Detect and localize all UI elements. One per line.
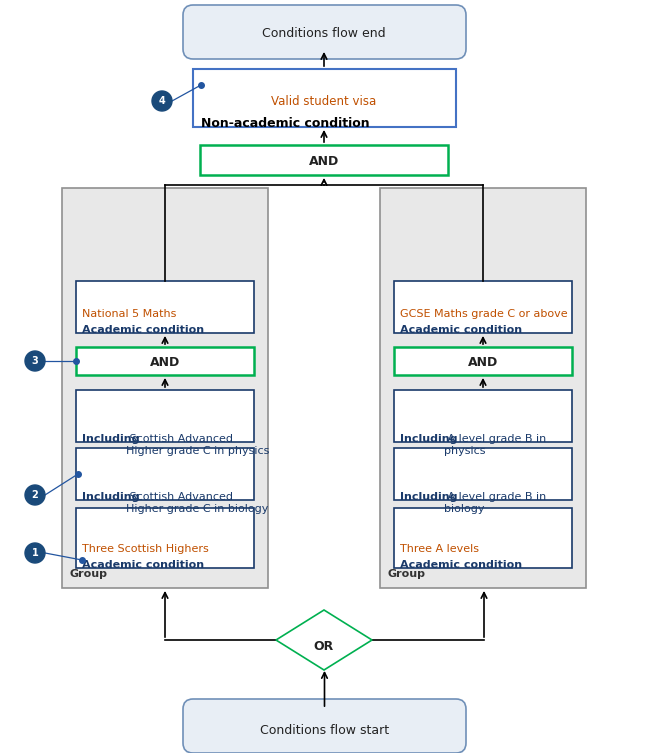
FancyBboxPatch shape bbox=[183, 5, 466, 59]
Text: Valid student visa: Valid student visa bbox=[272, 95, 376, 108]
FancyBboxPatch shape bbox=[394, 508, 572, 568]
FancyBboxPatch shape bbox=[76, 508, 254, 568]
FancyBboxPatch shape bbox=[62, 188, 268, 588]
Text: GCSE Maths grade C or above: GCSE Maths grade C or above bbox=[400, 309, 568, 319]
Text: Academic condition: Academic condition bbox=[82, 325, 204, 335]
Text: A level grade B in
biology: A level grade B in biology bbox=[444, 492, 546, 514]
Circle shape bbox=[152, 91, 172, 111]
Text: Group: Group bbox=[70, 569, 108, 579]
Text: 2: 2 bbox=[32, 490, 38, 500]
Text: Group: Group bbox=[388, 569, 426, 579]
FancyBboxPatch shape bbox=[394, 347, 572, 375]
Text: 3: 3 bbox=[32, 356, 38, 366]
Text: Academic condition: Academic condition bbox=[400, 560, 522, 570]
Text: Three A levels: Three A levels bbox=[400, 544, 479, 554]
FancyBboxPatch shape bbox=[380, 188, 586, 588]
FancyBboxPatch shape bbox=[200, 145, 448, 175]
Text: Including: Including bbox=[400, 492, 457, 502]
Text: AND: AND bbox=[309, 154, 339, 167]
Circle shape bbox=[25, 351, 45, 371]
Text: Scottish Advanced
Higher grade C in biology: Scottish Advanced Higher grade C in biol… bbox=[126, 492, 268, 514]
Text: A level grade B in
physics: A level grade B in physics bbox=[444, 434, 546, 456]
Text: Non-academic condition: Non-academic condition bbox=[201, 117, 369, 130]
Polygon shape bbox=[276, 610, 372, 670]
Text: OR: OR bbox=[314, 639, 334, 653]
FancyBboxPatch shape bbox=[183, 699, 466, 753]
FancyBboxPatch shape bbox=[76, 448, 254, 500]
Text: 4: 4 bbox=[159, 96, 165, 106]
Text: AND: AND bbox=[150, 355, 180, 368]
FancyBboxPatch shape bbox=[76, 390, 254, 442]
FancyBboxPatch shape bbox=[394, 281, 572, 333]
FancyBboxPatch shape bbox=[193, 69, 456, 127]
Text: Academic condition: Academic condition bbox=[400, 325, 522, 335]
Text: Including: Including bbox=[82, 434, 139, 444]
Text: Scottish Advanced
Higher grade C in physics: Scottish Advanced Higher grade C in phys… bbox=[126, 434, 270, 456]
Text: National 5 Maths: National 5 Maths bbox=[82, 309, 176, 319]
Text: Including: Including bbox=[82, 492, 139, 502]
Text: Conditions flow end: Conditions flow end bbox=[262, 26, 386, 39]
FancyBboxPatch shape bbox=[76, 281, 254, 333]
Text: Three Scottish Highers: Three Scottish Highers bbox=[82, 544, 209, 554]
FancyBboxPatch shape bbox=[76, 347, 254, 375]
Text: Conditions flow start: Conditions flow start bbox=[260, 724, 389, 737]
FancyBboxPatch shape bbox=[394, 390, 572, 442]
FancyBboxPatch shape bbox=[394, 448, 572, 500]
Text: Including: Including bbox=[400, 434, 457, 444]
Text: Academic condition: Academic condition bbox=[82, 560, 204, 570]
Text: 1: 1 bbox=[32, 548, 38, 558]
Circle shape bbox=[25, 485, 45, 505]
Circle shape bbox=[25, 543, 45, 563]
Text: AND: AND bbox=[468, 355, 498, 368]
